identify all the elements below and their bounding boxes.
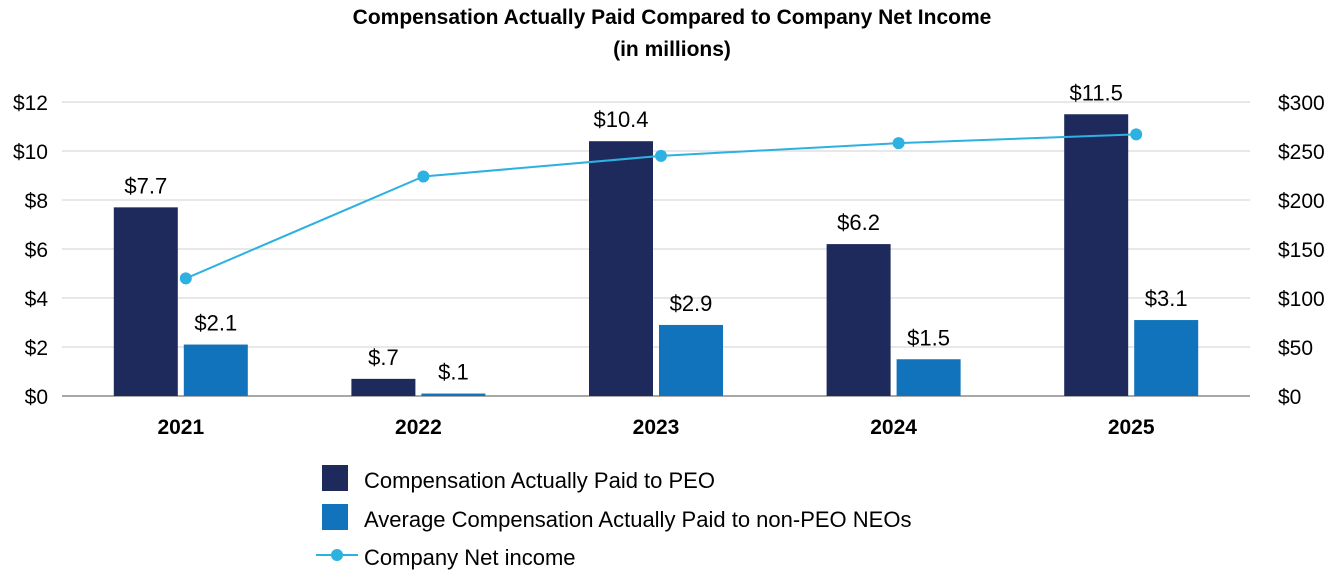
bar — [1134, 320, 1199, 396]
left-tick-label: $2 — [25, 337, 48, 360]
legend-swatch — [322, 504, 348, 530]
bar — [826, 244, 891, 396]
data-labels: $7.7 $2.1 $.7 $.1 $10.4 $2.9 $6.2 $1.5 $11.5 $3.1 — [124, 80, 1187, 384]
category-axis: 2021 2022 2023 2024 2025 — [157, 416, 1154, 439]
bar — [113, 207, 178, 396]
legend-label: Compensation Actually Paid to PEO — [364, 468, 715, 493]
chart-subtitle: (in millions) — [613, 38, 731, 61]
chart-title: Compensation Actually Paid Compared to C… — [353, 6, 992, 29]
line-point — [1130, 128, 1143, 141]
legend-label: Company Net income — [364, 545, 576, 570]
data-label: $2.9 — [670, 291, 713, 316]
data-label: $10.4 — [593, 107, 648, 132]
right-tick-label: $250 — [1278, 141, 1325, 164]
category-label: 2024 — [870, 416, 917, 439]
data-label: $.7 — [368, 345, 399, 370]
data-label: $7.7 — [124, 173, 167, 198]
category-label: 2022 — [395, 416, 442, 439]
bar — [1064, 114, 1129, 396]
right-tick-label: $200 — [1278, 190, 1325, 213]
bar — [351, 378, 416, 396]
data-label: $6.2 — [837, 210, 880, 235]
net-income-line — [179, 128, 1143, 285]
bars — [113, 114, 1199, 396]
legend-swatch — [322, 465, 348, 491]
right-tick-label: $0 — [1278, 386, 1301, 409]
data-label: $3.1 — [1145, 286, 1188, 311]
left-tick-label: $12 — [13, 92, 48, 115]
left-tick-label: $8 — [25, 190, 48, 213]
data-label: $1.5 — [907, 325, 950, 350]
legend: Compensation Actually Paid to PEO Average… — [316, 465, 911, 570]
legend-label: Average Compensation Actually Paid to no… — [364, 507, 911, 532]
left-axis: $0 $2 $4 $6 $8 $10 $12 — [13, 92, 48, 409]
line-point — [179, 272, 192, 285]
data-label: $11.5 — [1069, 80, 1122, 105]
bar — [659, 324, 723, 396]
left-tick-label: $6 — [25, 239, 48, 262]
gridlines — [62, 101, 1250, 397]
bar — [183, 344, 248, 396]
right-tick-label: $300 — [1278, 92, 1325, 115]
category-label: 2025 — [1108, 416, 1155, 439]
data-label: $2.1 — [194, 311, 237, 336]
category-label: 2021 — [157, 416, 204, 439]
right-tick-label: $100 — [1278, 288, 1325, 311]
line-point — [892, 137, 905, 150]
line-point — [417, 170, 430, 183]
legend-point-swatch — [331, 549, 343, 561]
left-tick-label: $4 — [25, 288, 49, 311]
left-tick-label: $0 — [25, 386, 48, 409]
right-tick-label: $150 — [1278, 239, 1325, 262]
bar — [896, 359, 961, 396]
bar — [589, 141, 653, 396]
category-label: 2023 — [633, 416, 680, 439]
bar — [421, 393, 486, 396]
right-axis: $0 $50 $100 $150 $200 $250 $300 — [1278, 92, 1325, 409]
left-tick-label: $10 — [13, 141, 48, 164]
right-tick-label: $50 — [1278, 337, 1313, 360]
data-label: $.1 — [438, 360, 469, 385]
line-point — [655, 149, 667, 162]
